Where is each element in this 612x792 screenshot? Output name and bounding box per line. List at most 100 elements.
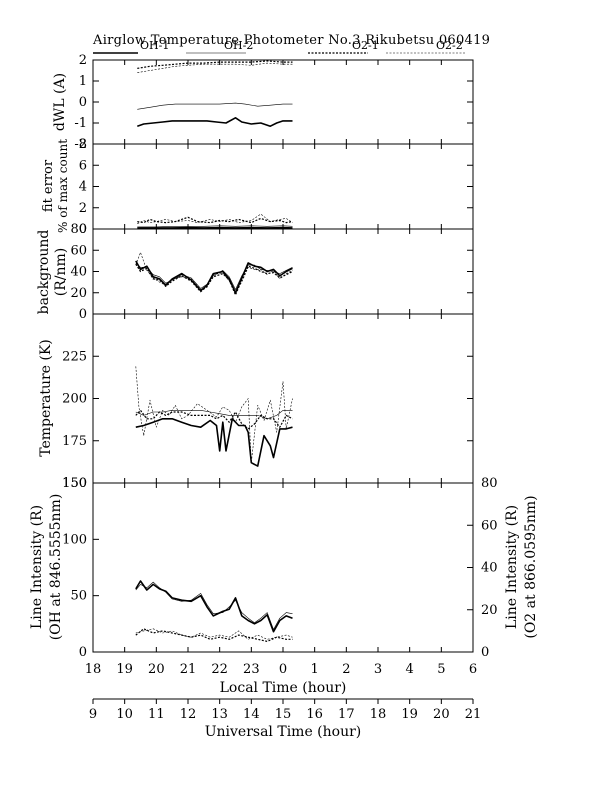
panel-dwl: 2 1 0 -1 -2: [74, 53, 474, 152]
ut-tick-label: 21: [465, 707, 482, 722]
ylabel-intensity-right-1: Line Intensity (R): [504, 505, 520, 629]
ut-tick-label: 16: [306, 707, 323, 722]
panel-background: 80 60 40 20 0: [70, 222, 474, 322]
ut-tick-label: 17: [338, 707, 355, 722]
ylabel-background-1: background: [36, 230, 52, 315]
temp-ytick-label: 175: [62, 434, 87, 449]
ylabel-intensity-2: (OH at 846.5555nm): [48, 494, 64, 641]
ylabel-fit-error-1: fit error: [41, 159, 56, 212]
fit-series-oh-2: [137, 225, 293, 228]
panel-intensity-series: [135, 580, 293, 643]
local-tick-label: 5: [437, 662, 445, 677]
ut-tick-label: 9: [89, 707, 97, 722]
legend-label-o22: O2-2: [436, 39, 463, 52]
ylabel-intensity-1: Line Intensity (R): [29, 505, 45, 629]
int-series-oh-2: [135, 581, 293, 630]
int-series-o2-1: [135, 628, 293, 643]
bg-ytick-label: 20: [70, 286, 87, 301]
panel-fit-error: 8 6 4 2 0: [79, 137, 474, 237]
panel-intensity-ticks: 150 100 50 0 80 60 40 20 0: [62, 476, 497, 660]
ut-tick-label: 19: [401, 707, 418, 722]
int-right-ytick-label: 40: [481, 561, 498, 576]
dwl-series-oh-2: [137, 102, 293, 110]
panel-intensity: 150 100 50 0 80 60 40 20 0: [62, 476, 497, 660]
x-axis-local-ticks: 18 19 20 21 22 23 0 1 2 3 4 5 6: [85, 662, 477, 677]
int-ytick-label: 100: [62, 532, 87, 547]
legend-label-oh1: OH-1: [140, 39, 169, 52]
temp-ytick-label: 200: [62, 392, 87, 407]
temp-series-o2-1: [135, 409, 293, 430]
local-tick-label: 4: [406, 662, 414, 677]
dwl-series-o2-2: [137, 62, 293, 73]
panel-dwl-series: [137, 60, 293, 127]
ylabel-dwl: dWL (A): [52, 73, 68, 131]
int-series-oh-1: [135, 580, 293, 633]
ut-tick-label: 11: [148, 707, 165, 722]
panel-intensity-frame: [92, 482, 474, 653]
int-right-ytick-label: 20: [481, 603, 498, 618]
fit-ytick-label: 8: [79, 137, 87, 152]
xlabel-local-time: Local Time (hour): [220, 680, 347, 696]
bg-ytick-label: 60: [70, 243, 87, 258]
bg-series-o2-1: [135, 263, 293, 296]
panel-background-ticks: 80 60 40 20 0: [70, 222, 474, 322]
dwl-ytick-label: 0: [79, 95, 87, 110]
panel-fit-error-ticks: 8 6 4 2 0: [79, 137, 474, 237]
int-ytick-label: 0: [79, 645, 87, 660]
dwl-series-o2-1: [137, 60, 293, 69]
int-right-ytick-label: 60: [481, 518, 498, 533]
ut-tick-label: 13: [211, 707, 228, 722]
panel-temperature: 225 200 175 150: [62, 313, 474, 491]
local-tick-label: 19: [116, 662, 133, 677]
bg-ytick-label: 80: [70, 222, 87, 237]
panel-temperature-ticks: 225 200 175 150: [62, 314, 474, 491]
ylabel-background-2: (R/nm): [53, 248, 69, 296]
ut-tick-label: 15: [275, 707, 292, 722]
int-ytick-label: 50: [70, 589, 87, 604]
dwl-ytick-label: -2: [74, 137, 87, 152]
x-axis-ut: 9 10 11 12 13 14 15 16 17 18 19 20 21 Universal Time…: [89, 698, 481, 740]
local-tick-label: 0: [279, 662, 287, 677]
fit-ytick-label: 4: [79, 180, 87, 195]
ylabel-temperature: Temperature (K): [38, 339, 54, 457]
fit-ytick-label: 6: [79, 158, 87, 173]
bg-series-oh-2: [135, 262, 293, 290]
int-right-ytick-label: 80: [481, 476, 498, 491]
local-tick-label: 2: [342, 662, 350, 677]
panel-dwl-frame: [92, 59, 474, 145]
panel-fit-error-frame: [92, 143, 474, 230]
temp-ytick-label: 225: [62, 349, 87, 364]
ut-tick-label: 10: [116, 707, 133, 722]
int-series-o2-2: [135, 628, 293, 640]
fit-series-o2-1: [137, 216, 293, 224]
local-tick-label: 23: [243, 662, 260, 677]
legend-label-o21: O2-1: [352, 39, 379, 52]
panel-background-series: [135, 252, 293, 296]
ylabel-fit-error-2: % of max count: [56, 139, 70, 233]
fit-ytick-label: 0: [79, 222, 87, 237]
bg-ytick-label: 40: [70, 265, 87, 280]
panel-temperature-frame: [92, 313, 474, 484]
bg-ytick-label: 0: [79, 307, 87, 322]
temp-series-oh-1: [135, 417, 293, 467]
x-axis-local: 18 19 20 21 22 23 0 1 2 3 4 5 6 Local Time (hour): [85, 662, 477, 696]
bg-series-o2-2: [135, 252, 293, 293]
ut-tick-label: 20: [433, 707, 450, 722]
panel-dwl-ticks: 2 1 0 -1 -2: [74, 53, 474, 152]
local-tick-label: 18: [85, 662, 102, 677]
ut-tick-label: 14: [243, 707, 260, 722]
ut-tick-label: 12: [180, 707, 197, 722]
int-right-ytick-label: 0: [481, 645, 489, 660]
ut-tick-label: 18: [370, 707, 387, 722]
temp-ytick-label: 150: [62, 476, 87, 491]
temp-series-oh-2: [135, 409, 293, 420]
x-axis-ut-ticks: 9 10 11 12 13 14 15 16 17 18 19 20 21: [89, 699, 481, 722]
local-tick-label: 1: [311, 662, 319, 677]
dwl-ytick-label: -1: [74, 116, 87, 131]
dwl-ytick-label: 2: [79, 53, 87, 68]
legend-label-oh2: OH-2: [224, 39, 253, 52]
int-ytick-label: 150: [62, 476, 87, 491]
y-axis-titles: dWL (A) fit error % of max count backgro…: [29, 73, 539, 640]
panel-fit-error-series: [137, 213, 293, 229]
